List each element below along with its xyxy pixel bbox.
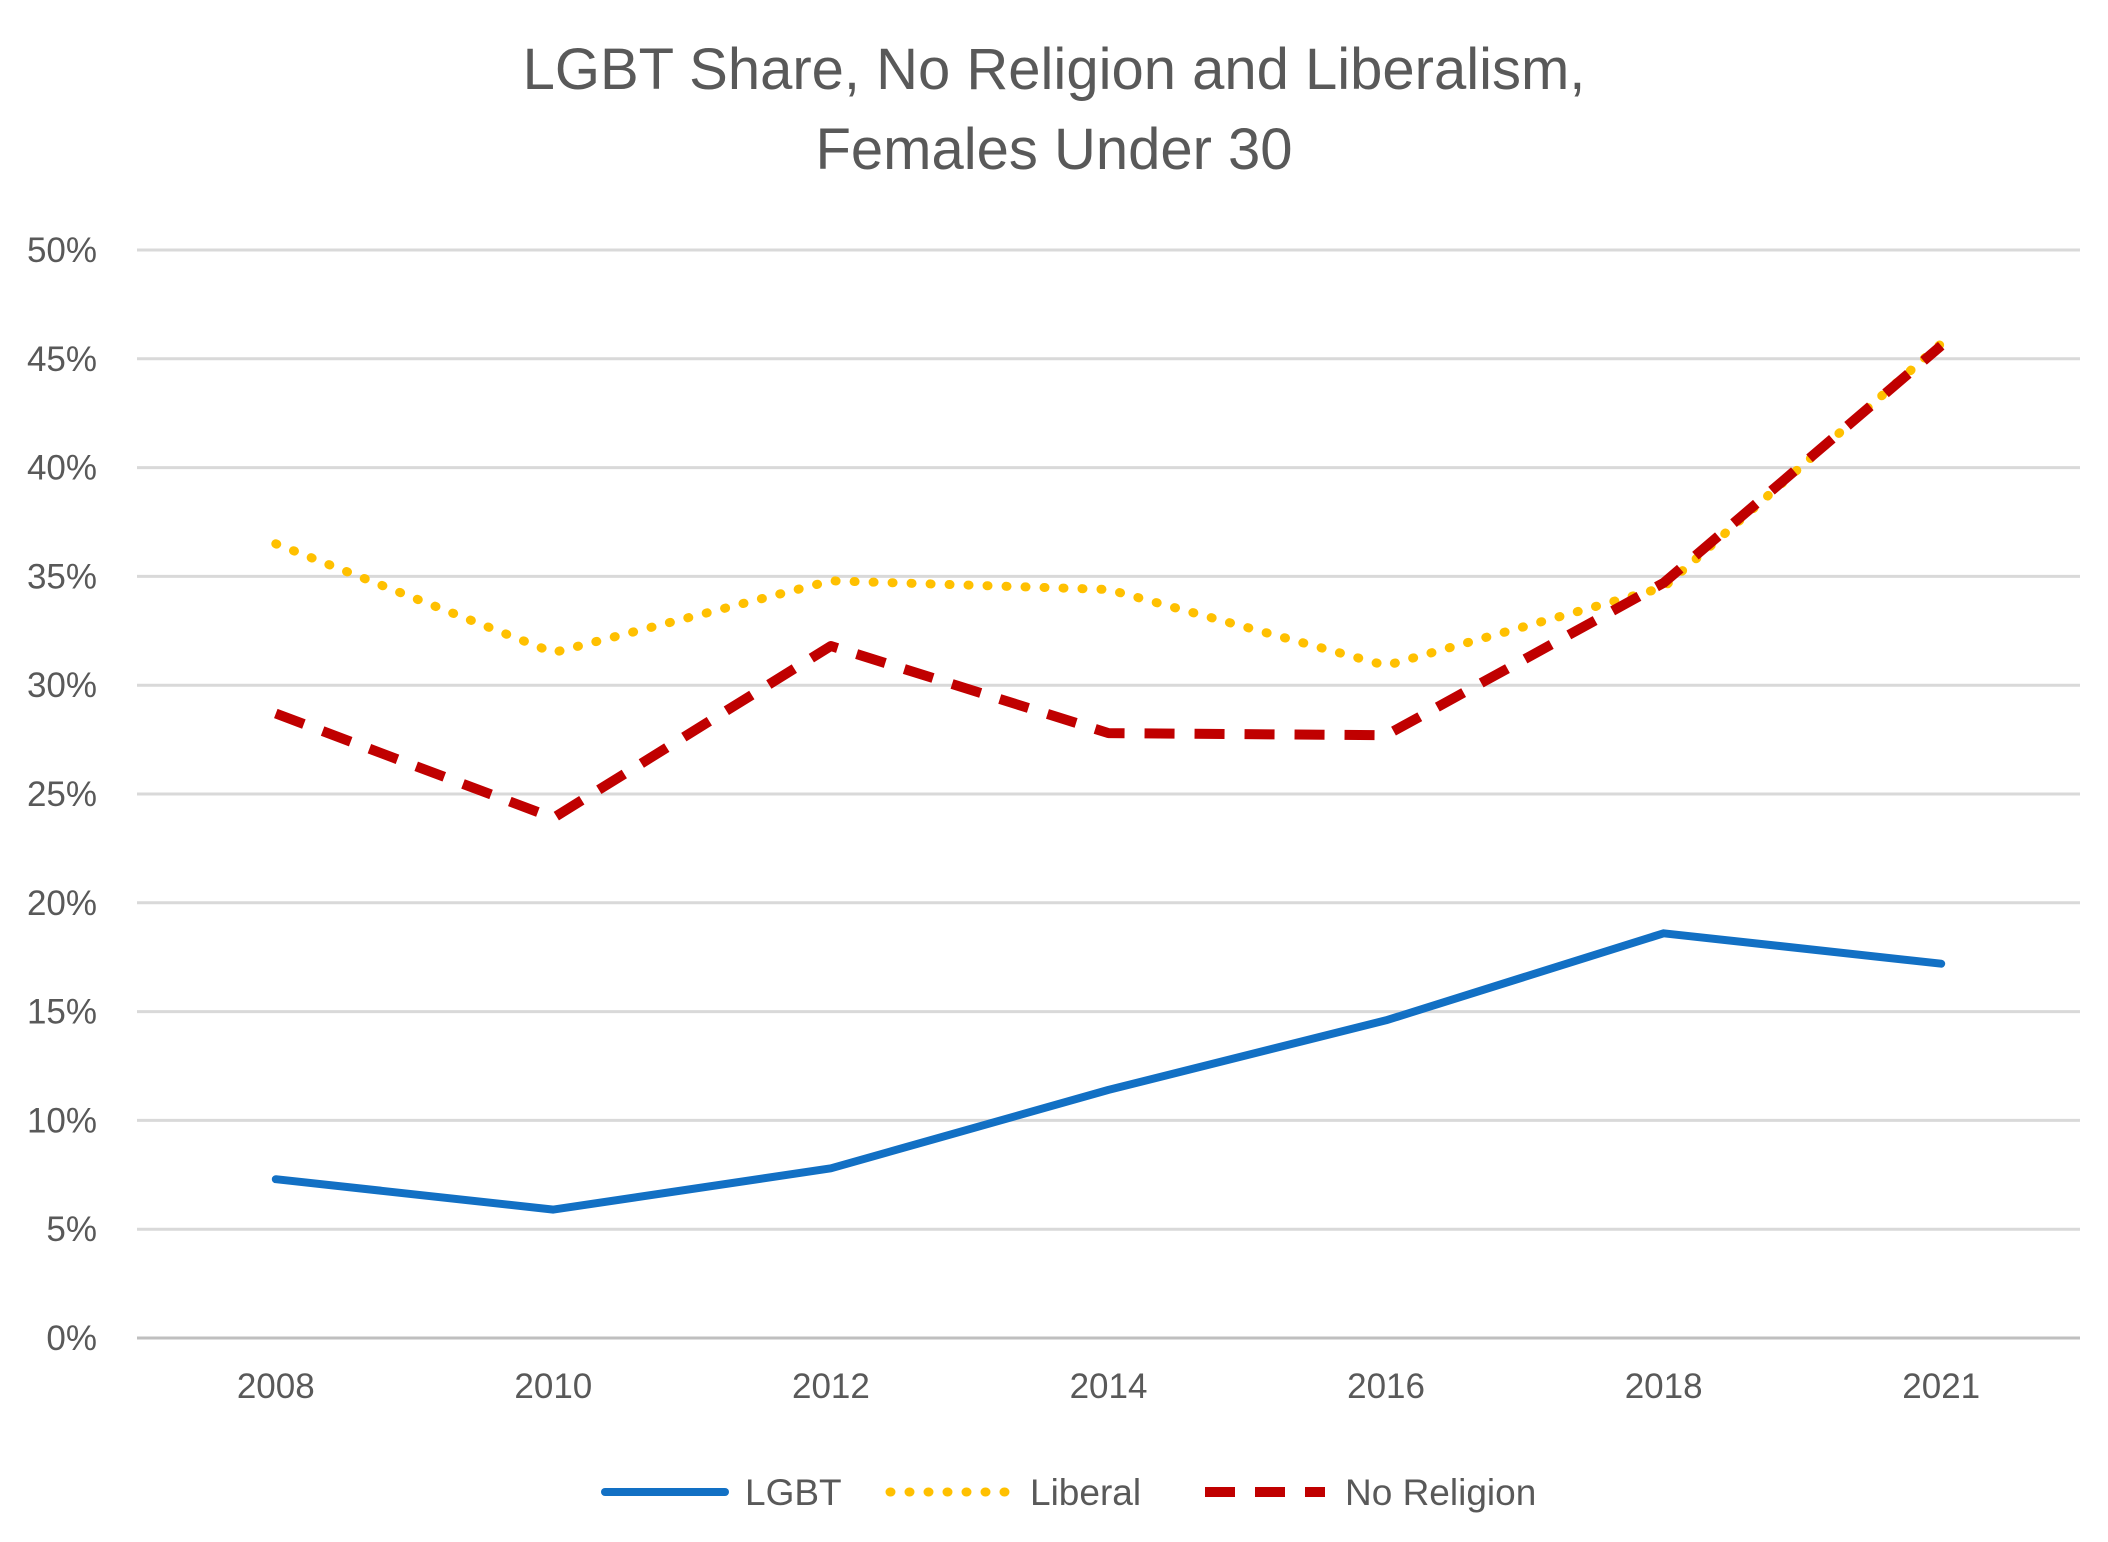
x-tick-label: 2012 — [792, 1367, 870, 1406]
y-tick-label: 50% — [27, 231, 97, 270]
x-axis-tick-labels: 2008 2010 2012 2014 2016 2018 2021 — [237, 1367, 1980, 1406]
x-tick-label: 2008 — [237, 1367, 315, 1406]
x-tick-label: 2018 — [1625, 1367, 1703, 1406]
x-tick-label: 2014 — [1070, 1367, 1148, 1406]
x-tick-label: 2021 — [1902, 1367, 1980, 1406]
y-axis-tick-labels: 0% 5% 10% 15% 20% 25% 30% 35% 40% 45% 50% — [27, 231, 97, 1358]
chart-title-line-1: LGBT Share, No Religion and Liberalism, — [522, 37, 1586, 102]
legend-label-lgbt: LGBT — [745, 1472, 842, 1513]
x-tick-label: 2010 — [514, 1367, 592, 1406]
y-tick-label: 35% — [27, 557, 97, 596]
y-tick-label: 0% — [46, 1319, 97, 1358]
legend-label-no-religion: No Religion — [1345, 1472, 1536, 1513]
y-tick-label: 25% — [27, 775, 97, 814]
gridlines — [137, 248, 2080, 1340]
y-tick-label: 40% — [27, 449, 97, 488]
x-tick-label: 2016 — [1347, 1367, 1425, 1406]
series-line-liberal — [271, 339, 1946, 671]
series-lines — [271, 339, 1946, 1214]
chart-title-line-2: Females Under 30 — [815, 117, 1293, 182]
legend-label-liberal: Liberal — [1030, 1472, 1141, 1513]
y-tick-label: 10% — [27, 1101, 97, 1140]
y-tick-label: 20% — [27, 884, 97, 923]
y-tick-label: 5% — [46, 1210, 97, 1249]
series-line-no-religion — [274, 341, 1945, 823]
y-tick-label: 30% — [27, 666, 97, 705]
y-tick-label: 15% — [27, 993, 97, 1032]
series-line-lgbt — [271, 929, 1946, 1214]
chart-title: LGBT Share, No Religion and Liberalism, … — [0, 30, 2108, 190]
y-tick-label: 45% — [27, 340, 97, 379]
legend: LGBT Liberal No Religion — [601, 1472, 1536, 1513]
